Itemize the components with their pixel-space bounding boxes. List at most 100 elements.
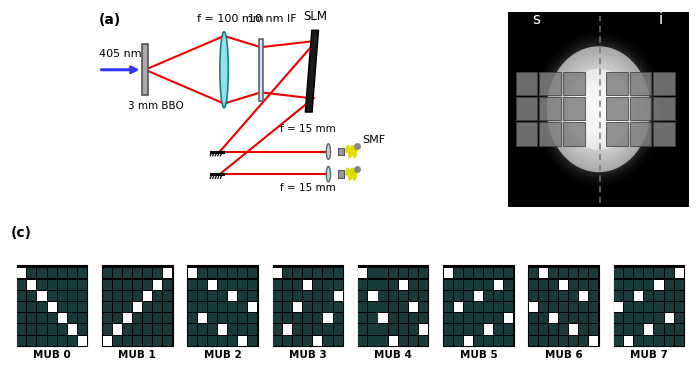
Ellipse shape (584, 92, 613, 127)
Bar (463, 279, 473, 290)
Bar (188, 313, 197, 323)
Bar (142, 44, 148, 95)
Bar (48, 336, 57, 346)
Bar (238, 291, 247, 301)
Bar (539, 122, 561, 146)
Bar (133, 291, 142, 301)
Bar (644, 291, 654, 301)
Bar (57, 279, 66, 290)
Bar (208, 279, 217, 290)
Bar (474, 325, 483, 335)
Bar (539, 279, 548, 290)
Bar (18, 268, 27, 278)
Bar (379, 313, 388, 323)
Bar (248, 336, 258, 346)
Bar (504, 325, 513, 335)
Bar (218, 302, 227, 312)
Bar (529, 336, 538, 346)
Bar (57, 325, 66, 335)
Bar (283, 313, 292, 323)
Ellipse shape (570, 74, 627, 144)
Bar (379, 302, 388, 312)
Bar (198, 291, 207, 301)
Bar (334, 325, 343, 335)
Bar (474, 291, 483, 301)
Bar (283, 325, 292, 335)
Text: MUB 6: MUB 6 (545, 350, 582, 360)
Bar (614, 336, 623, 346)
Bar (208, 279, 217, 290)
Bar (419, 325, 428, 335)
Bar (379, 279, 388, 290)
Text: 10 nm IF: 10 nm IF (248, 14, 297, 24)
Ellipse shape (561, 64, 636, 154)
Ellipse shape (566, 69, 632, 149)
Bar (444, 279, 453, 290)
Bar (634, 313, 643, 323)
Bar (188, 264, 258, 346)
Bar (389, 268, 398, 278)
Bar (529, 279, 538, 290)
Bar (563, 97, 584, 120)
Bar (675, 268, 684, 278)
Bar (606, 97, 628, 120)
Bar (368, 325, 377, 335)
Bar (614, 279, 623, 290)
Bar (664, 302, 673, 312)
Bar (68, 325, 77, 335)
Ellipse shape (559, 61, 639, 158)
Bar (273, 268, 282, 278)
Bar (379, 313, 388, 323)
Bar (569, 279, 578, 290)
Bar (443, 264, 514, 346)
Bar (580, 336, 588, 346)
Bar (198, 325, 207, 335)
Bar (283, 302, 292, 312)
Bar (589, 336, 598, 346)
Bar (358, 336, 368, 346)
Bar (644, 325, 654, 335)
Ellipse shape (571, 76, 626, 142)
Bar (188, 268, 197, 278)
Bar (419, 279, 428, 290)
Bar (48, 268, 57, 278)
Bar (113, 268, 122, 278)
Bar (323, 313, 332, 323)
Bar (293, 279, 302, 290)
Bar (379, 325, 388, 335)
Bar (664, 313, 673, 323)
Bar (484, 268, 493, 278)
Bar (419, 268, 428, 278)
Text: MUB 7: MUB 7 (630, 350, 668, 360)
Text: SLM: SLM (303, 10, 327, 24)
Bar (634, 291, 643, 301)
Bar (57, 313, 66, 323)
Bar (68, 313, 77, 323)
Ellipse shape (587, 95, 610, 123)
Bar (664, 325, 673, 335)
Bar (504, 268, 513, 278)
Bar (323, 291, 332, 301)
Bar (248, 279, 258, 290)
Polygon shape (305, 30, 318, 112)
Bar (122, 313, 132, 323)
Bar (563, 72, 584, 95)
Bar (153, 313, 162, 323)
Bar (569, 313, 578, 323)
Bar (539, 325, 548, 335)
Bar (293, 313, 302, 323)
Bar (675, 268, 684, 278)
Bar (549, 268, 558, 278)
Bar (153, 302, 162, 312)
Bar (504, 302, 513, 312)
Bar (27, 325, 36, 335)
Bar (399, 291, 407, 301)
Bar (293, 268, 302, 278)
Bar (78, 279, 87, 290)
Bar (273, 268, 282, 278)
Bar (218, 336, 227, 346)
Bar (389, 336, 398, 346)
Bar (228, 302, 237, 312)
Bar (484, 325, 493, 335)
Ellipse shape (326, 144, 330, 159)
